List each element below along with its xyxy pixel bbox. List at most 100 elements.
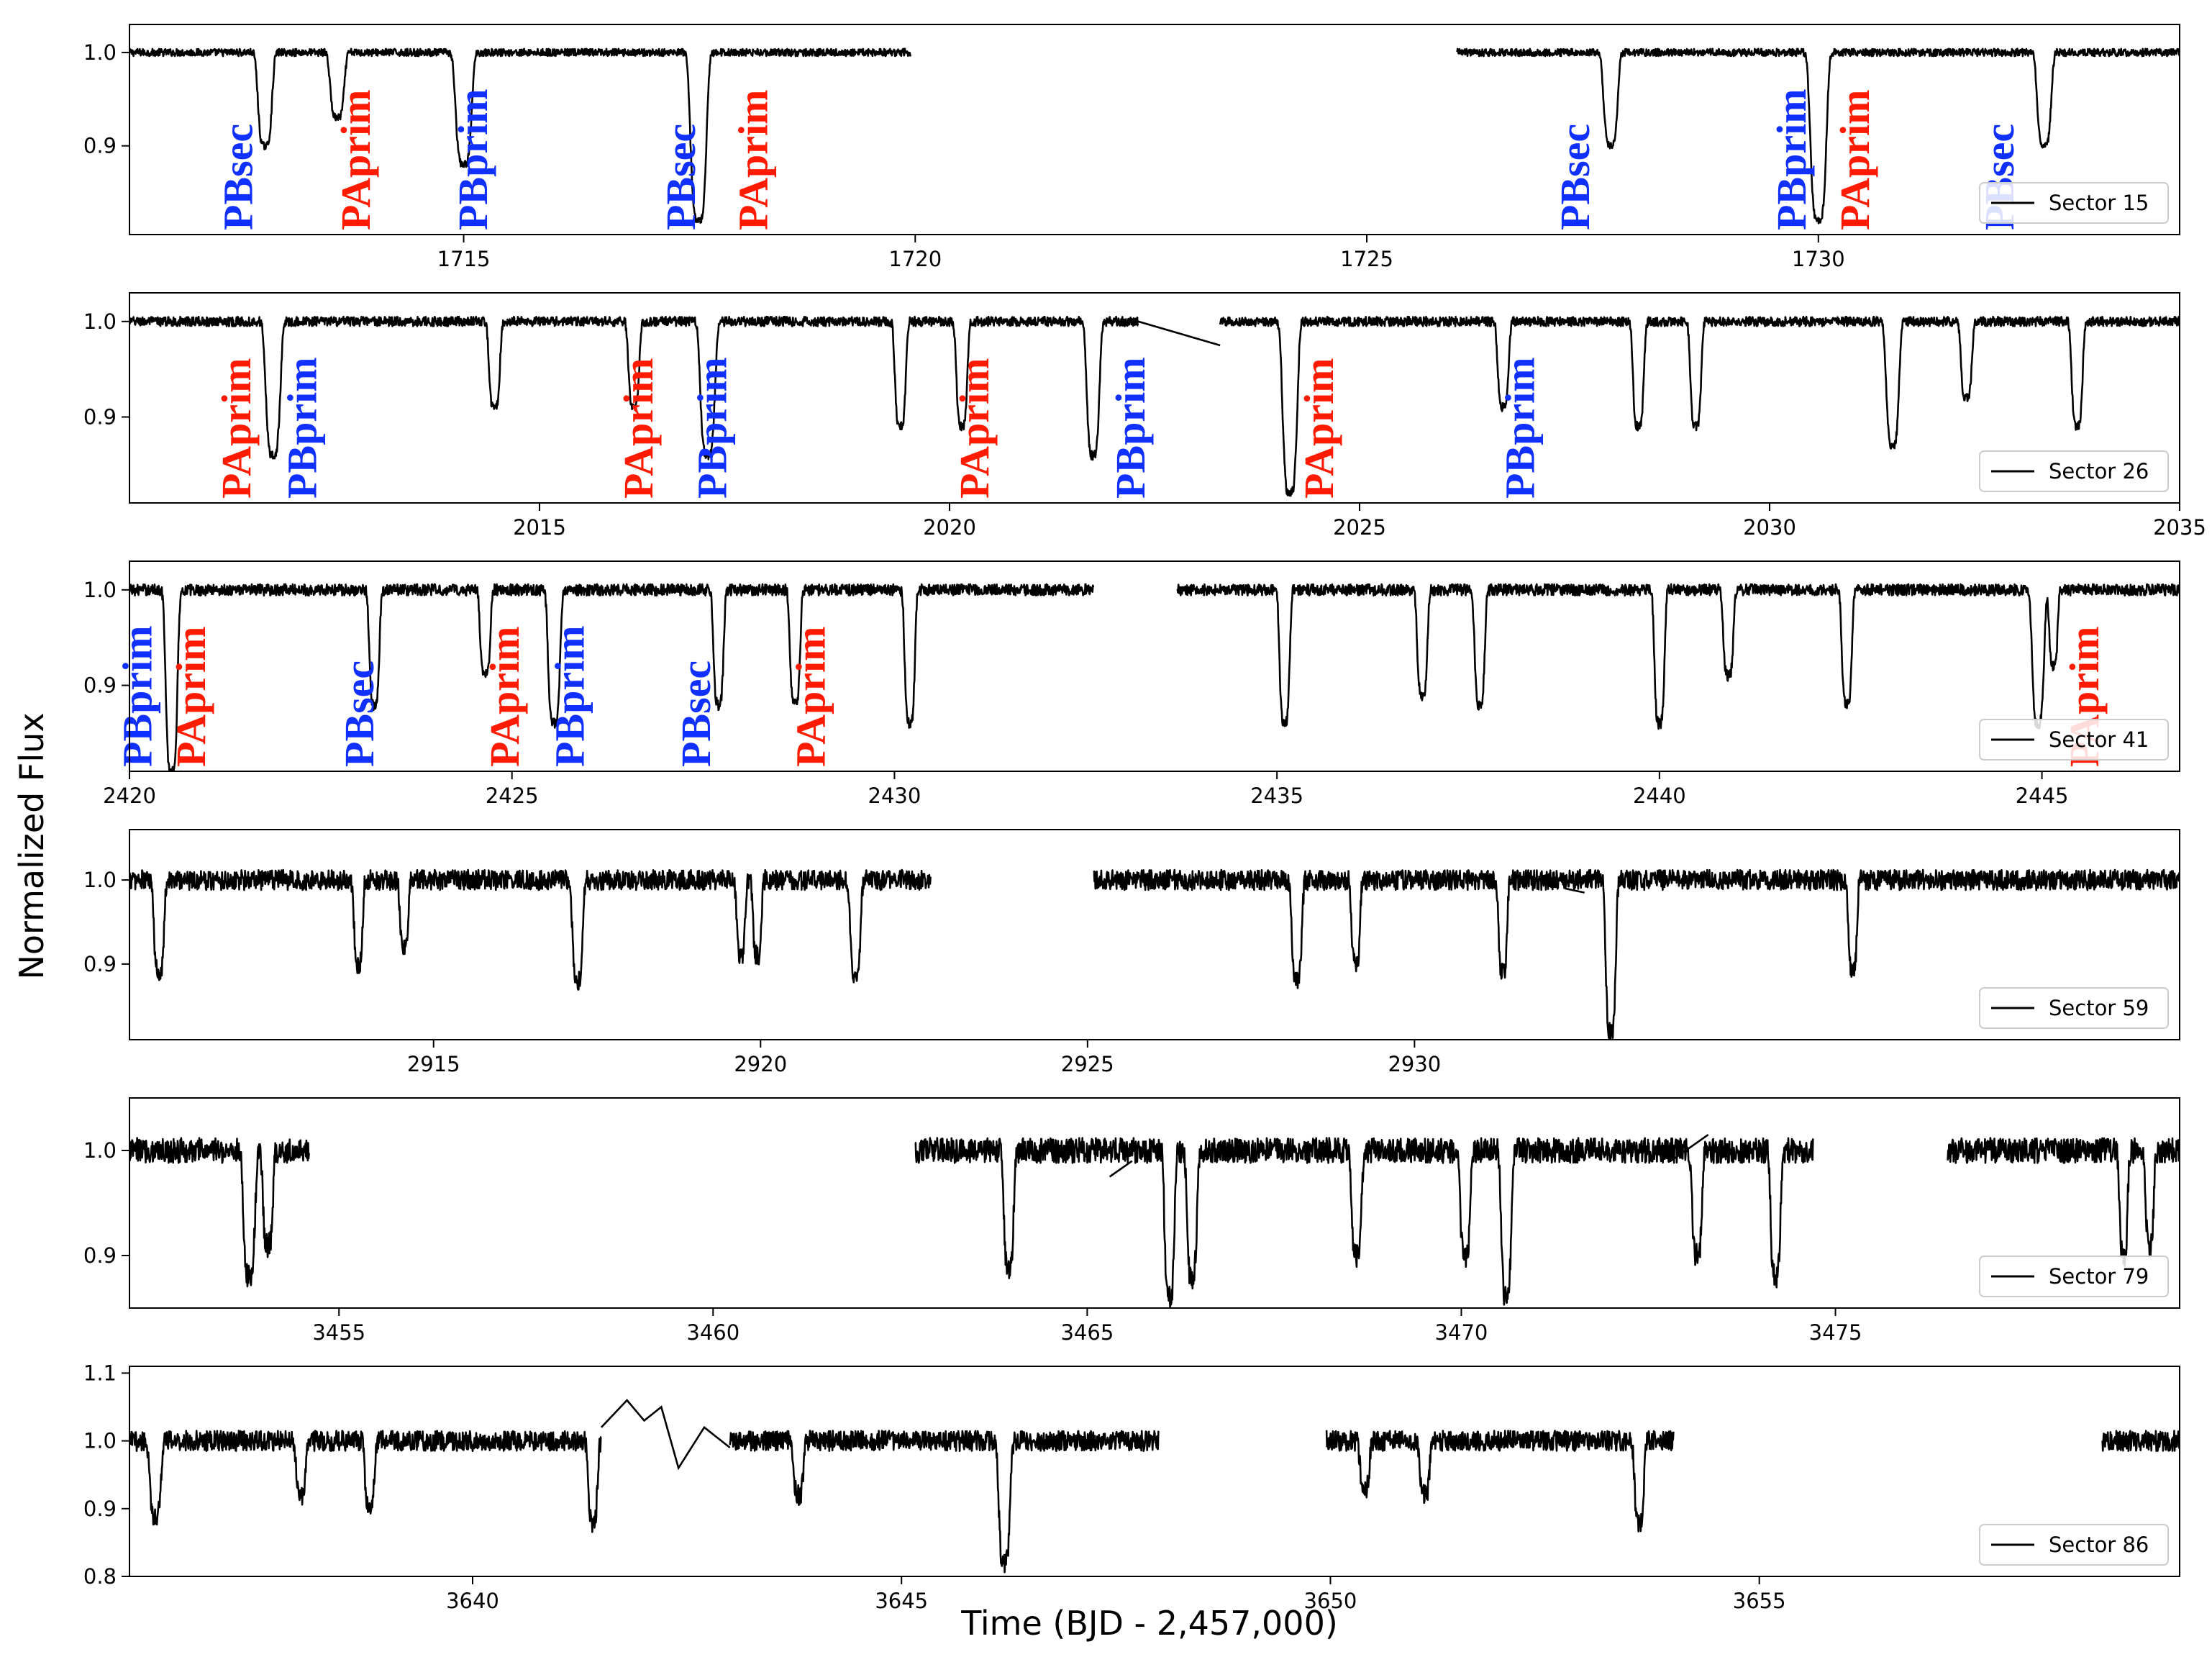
panel-sector-15: PBsec PAprim PBprim PBsec PAprim PBsec PBprim P…	[83, 24, 2180, 271]
x-tick-label: 2430	[868, 784, 921, 808]
x-tick-label: 2925	[1061, 1052, 1114, 1076]
y-tick-label: 1.0	[83, 868, 117, 892]
x-tick-label: 2930	[1388, 1052, 1441, 1076]
eclipse-label-paprim: PAprim	[168, 627, 214, 767]
x-tick-label: 2440	[1633, 784, 1686, 808]
x-tick-label: 2920	[734, 1052, 787, 1076]
light-curve-segment	[129, 1430, 602, 1533]
panel-frame	[129, 829, 2180, 1040]
legend-label: Sector 41	[2049, 727, 2149, 752]
eclipse-label-paprim: PAprim	[213, 358, 260, 499]
y-tick-label: 1.0	[83, 309, 117, 334]
eclipse-label-pbprim: PBprim	[1107, 357, 1154, 499]
y-tick-label: 1.0	[83, 40, 117, 65]
y-tick-label: 1.1	[83, 1361, 117, 1385]
y-tick-label: 1.0	[83, 578, 117, 602]
x-tick-label: 3650	[1304, 1589, 1357, 1613]
y-tick-label: 0.9	[83, 405, 117, 430]
panel-frame	[129, 292, 2180, 504]
panel-sector-86: 3640 3645 3650 3655 0.8 0.9 1.0 1.1 Sector 86	[83, 1361, 2180, 1613]
legend: Sector 59	[1979, 987, 2169, 1029]
light-curve-segment	[1456, 47, 2180, 224]
light-curve-segment	[1176, 583, 2180, 730]
panel-frame	[129, 24, 2180, 235]
eclipse-label-pbsec: PBsec	[1552, 124, 1598, 230]
eclipse-label-paprim: PAprim	[1296, 358, 1342, 499]
light-curve-segment	[129, 315, 1139, 461]
eclipse-label-pbprim: PBprim	[450, 88, 496, 230]
eclipse-label-pbsec: PBsec	[657, 124, 704, 230]
light-curve-segment	[129, 868, 932, 991]
eclipse-label-pbprim: PBprim	[688, 357, 735, 499]
light-curve	[129, 315, 2180, 497]
gap-interpolation-line	[1137, 320, 1221, 347]
light-curve	[129, 868, 2180, 1040]
legend-label: Sector 26	[2049, 459, 2149, 484]
panel-sector-26: PAprim PBprim PAprim PBprim PAprim PBprim PApr…	[83, 292, 2206, 540]
x-tick-label: 2445	[2016, 784, 2069, 808]
legend-label: Sector 59	[2049, 996, 2149, 1020]
x-tick-label: 2435	[1250, 784, 1303, 808]
light-curve-segment	[729, 1430, 1160, 1574]
eclipse-label-paprim: PAprim	[1831, 90, 1878, 230]
eclipse-label-pbprim: PBprim	[278, 357, 325, 499]
x-tick-label: 2915	[407, 1052, 460, 1076]
light-curve-segment	[129, 1137, 310, 1288]
x-tick-label: 2015	[513, 515, 566, 540]
eclipse-label-paprim: PAprim	[951, 358, 998, 499]
light-curve-segment	[129, 583, 1095, 771]
x-tick-label: 1715	[437, 247, 491, 271]
legend-box	[1979, 450, 2169, 492]
panel-frame	[129, 1366, 2180, 1577]
light-curve-segment	[1325, 1430, 1675, 1533]
gap-interpolation-line	[600, 1399, 731, 1471]
x-tick-label: 3460	[686, 1320, 739, 1345]
eclipse-label-paprim: PAprim	[788, 627, 834, 767]
light-curve-segment	[1219, 315, 2180, 497]
x-tick-label: 2020	[923, 515, 976, 540]
y-tick-label: 0.9	[83, 1243, 117, 1268]
panel-sector-59: 2915 2920 2925 2930 0.9 1.0 Sector 59	[83, 829, 2180, 1076]
legend: Sector 41	[1979, 719, 2169, 761]
legend-box	[1979, 987, 2169, 1029]
eclipse-label-pbsec: PBsec	[336, 660, 383, 767]
x-tick-label: 3655	[1733, 1589, 1786, 1613]
eclipse-label-pbprim: PBprim	[1768, 88, 1815, 230]
panel-frame	[129, 560, 2180, 772]
light-curve	[129, 1134, 2180, 1308]
light-curve-segment	[1093, 868, 2180, 1040]
eclipse-label-pbprim: PBprim	[547, 625, 593, 767]
y-tick-label: 0.9	[83, 1497, 117, 1521]
x-tick-label: 3470	[1435, 1320, 1488, 1345]
light-curve-segment	[129, 47, 912, 224]
eclipse-label-paprim: PAprim	[332, 90, 379, 230]
eclipse-label-pbsec: PBsec	[673, 660, 719, 767]
y-tick-label: 1.0	[83, 1429, 117, 1453]
light-curve	[129, 1399, 2180, 1574]
legend-box	[1979, 1524, 2169, 1566]
legend: Sector 26	[1979, 450, 2169, 492]
light-curve-segment	[2101, 1430, 2180, 1452]
eclipse-label-pbprim: PBprim	[1496, 357, 1543, 499]
eclipse-label-pbprim: PBprim	[114, 625, 161, 767]
legend-box	[1979, 719, 2169, 761]
legend-label: Sector 15	[2049, 191, 2149, 215]
x-tick-label: 3475	[1809, 1320, 1862, 1345]
legend-label: Sector 79	[2049, 1264, 2149, 1289]
gap-interpolation-line	[1109, 1160, 1133, 1178]
x-tick-label: 1725	[1340, 247, 1393, 271]
legend: Sector 79	[1979, 1256, 2169, 1297]
y-tick-label: 0.9	[83, 673, 117, 698]
eclipse-label-paprim: PAprim	[729, 90, 776, 230]
panel-sector-79: 3455 3460 3465 3470 3475 0.9 1.0 Sector 79	[83, 1097, 2180, 1345]
y-tick-label: 1.0	[83, 1138, 117, 1163]
y-tick-label: 0.9	[83, 134, 117, 158]
y-axis-label: Normalized Flux	[12, 712, 51, 979]
x-tick-label: 2425	[486, 784, 539, 808]
panel-sector-41: PBprim PAprim PBsec PAprim PBprim PBsec PAprim…	[83, 560, 2180, 808]
eclipse-label-paprim: PAprim	[481, 627, 528, 767]
x-tick-label: 2420	[103, 784, 156, 808]
x-tick-label: 2030	[1743, 515, 1796, 540]
legend-box	[1979, 1256, 2169, 1297]
